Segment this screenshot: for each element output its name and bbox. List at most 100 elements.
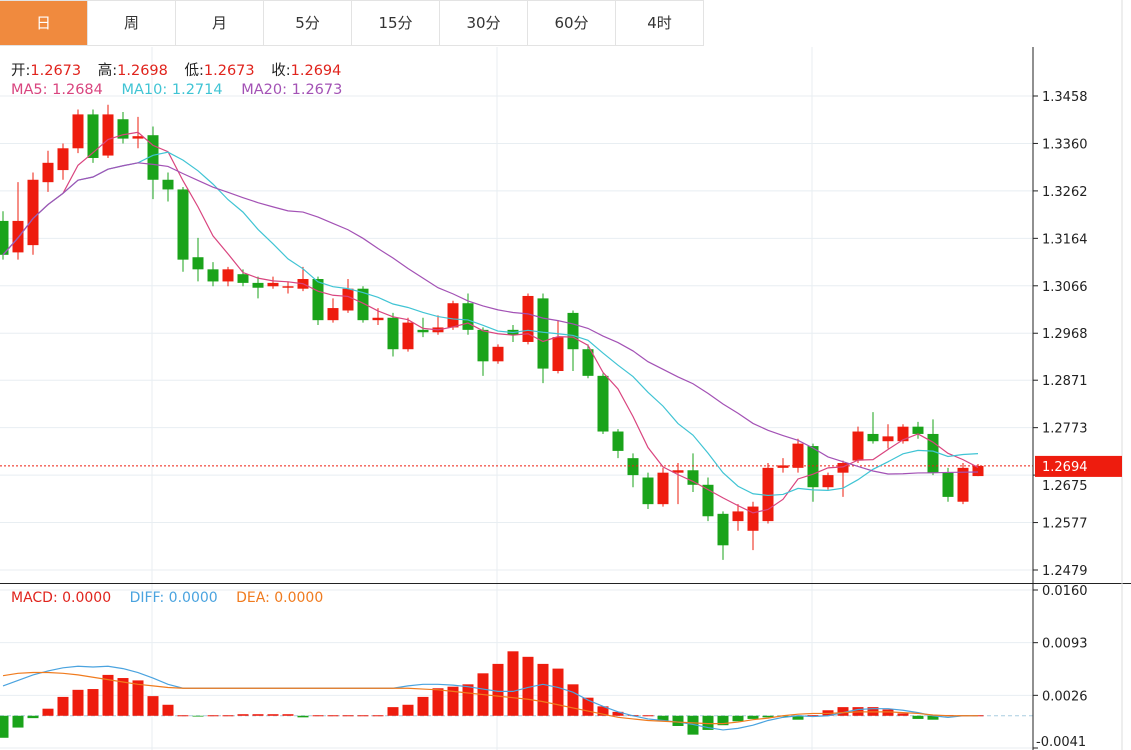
macd-bar [927, 715, 939, 720]
macd-bar [327, 715, 339, 717]
price-tick-label: 1.2479 [1042, 564, 1088, 579]
tab-60min[interactable]: 60分 [528, 1, 616, 45]
diff-value: DIFF: 0.0000 [129, 590, 218, 606]
candle-down [912, 426, 924, 434]
candle-up [837, 462, 849, 473]
tab-week[interactable]: 周 [88, 1, 176, 45]
tab-4hour[interactable]: 4时 [616, 1, 704, 45]
macd-tick-label: 0.0093 [1042, 637, 1088, 652]
macd-bar [507, 651, 519, 716]
candle-up [57, 148, 69, 171]
candle-down [252, 282, 264, 288]
macd-bar [732, 715, 744, 722]
low-value: 1.2673 [203, 63, 255, 79]
candle-up [897, 426, 909, 442]
macd-bar [342, 715, 354, 717]
macd-bar [807, 714, 819, 716]
price-tick-label: 1.3164 [1042, 232, 1088, 247]
open-value: 1.2673 [30, 63, 82, 79]
candle-down [357, 288, 369, 321]
tab-day[interactable]: 日 [0, 1, 88, 45]
candle-up [282, 286, 294, 288]
price-tick-label: 1.3360 [1042, 137, 1088, 152]
ma10-value: MA10: 1.2714 [121, 82, 223, 98]
tab-30min[interactable]: 30分 [440, 1, 528, 45]
macd-bar [267, 714, 279, 716]
tab-month[interactable]: 月 [176, 1, 264, 45]
candle-up [42, 162, 54, 183]
price-tick-label: 1.2675 [1042, 479, 1088, 494]
candle-up [672, 470, 684, 473]
close-label: 收: [271, 63, 291, 79]
macd-bar [387, 707, 399, 716]
ma20-line [2, 162, 979, 475]
candle-up [777, 465, 789, 468]
macd-bar [42, 708, 54, 716]
low-label: 低: [184, 63, 204, 79]
macd-bar [792, 715, 804, 720]
candle-down [387, 317, 399, 350]
macd-bar [252, 714, 264, 716]
macd-bar [657, 715, 669, 722]
macd-bar [402, 704, 414, 716]
candle-down [867, 433, 879, 442]
candle-down [477, 329, 489, 362]
candle-down [942, 472, 954, 497]
candle-up [972, 465, 984, 477]
macd-bar [102, 674, 114, 716]
candle-up [747, 506, 759, 531]
price-tick-label: 1.3458 [1042, 90, 1088, 105]
candle-down [537, 298, 549, 369]
candle-down [177, 189, 189, 260]
high-value: 1.2698 [117, 63, 168, 79]
high-label: 高: [97, 63, 118, 79]
macd-bar [297, 715, 309, 718]
candle-down [717, 513, 729, 546]
price-tick-label: 1.2577 [1042, 517, 1088, 532]
candle-up [852, 431, 864, 461]
candle-down [312, 279, 324, 321]
macd-bar [132, 680, 144, 716]
diff-line [2, 665, 978, 731]
macd-bar [237, 714, 249, 716]
candle-up [72, 114, 84, 149]
tab-15min[interactable]: 15分 [352, 1, 440, 45]
candle-down [207, 269, 219, 282]
period-tabs: 日 周 月 5分 15分 30分 60分 4时 [0, 0, 704, 46]
candle-up [327, 308, 339, 321]
candle-up [132, 136, 144, 139]
macd-tick-label: 0.0160 [1042, 584, 1088, 599]
macd-bar [282, 714, 294, 716]
candle-down [87, 114, 99, 158]
macd-bar [312, 715, 324, 717]
price-tick-label: 1.3262 [1042, 185, 1088, 200]
macd-bar [72, 689, 84, 716]
candle-down [702, 484, 714, 517]
ma10-line [2, 151, 979, 497]
candle-down [927, 433, 939, 473]
macd-bar [492, 663, 504, 716]
macd-bar [612, 711, 624, 716]
macd-bar [117, 678, 129, 716]
macd-bar [222, 715, 234, 717]
candle-up [732, 511, 744, 522]
candle-down [162, 179, 174, 190]
macd-bar [747, 715, 759, 719]
macd-value: MACD: 0.0000 [11, 590, 112, 606]
candle-down [642, 477, 654, 505]
candle-down [417, 329, 429, 333]
macd-bar [372, 715, 384, 717]
macd-bar [552, 668, 564, 716]
open-label: 开: [11, 63, 31, 79]
close-value: 1.2694 [290, 63, 342, 79]
candle-down [237, 274, 249, 283]
dea-line [2, 671, 978, 725]
macd-bar [447, 686, 459, 716]
macd-bar [912, 715, 924, 719]
candle-down [192, 257, 204, 270]
current-price-label: 1.2694 [1042, 460, 1088, 475]
candle-up [12, 220, 24, 253]
tab-5min[interactable]: 5分 [264, 1, 352, 45]
macd-info: MACD: 0.0000 DIFF: 0.0000 DEA: 0.0000 [11, 590, 335, 606]
candle-up [657, 472, 669, 505]
